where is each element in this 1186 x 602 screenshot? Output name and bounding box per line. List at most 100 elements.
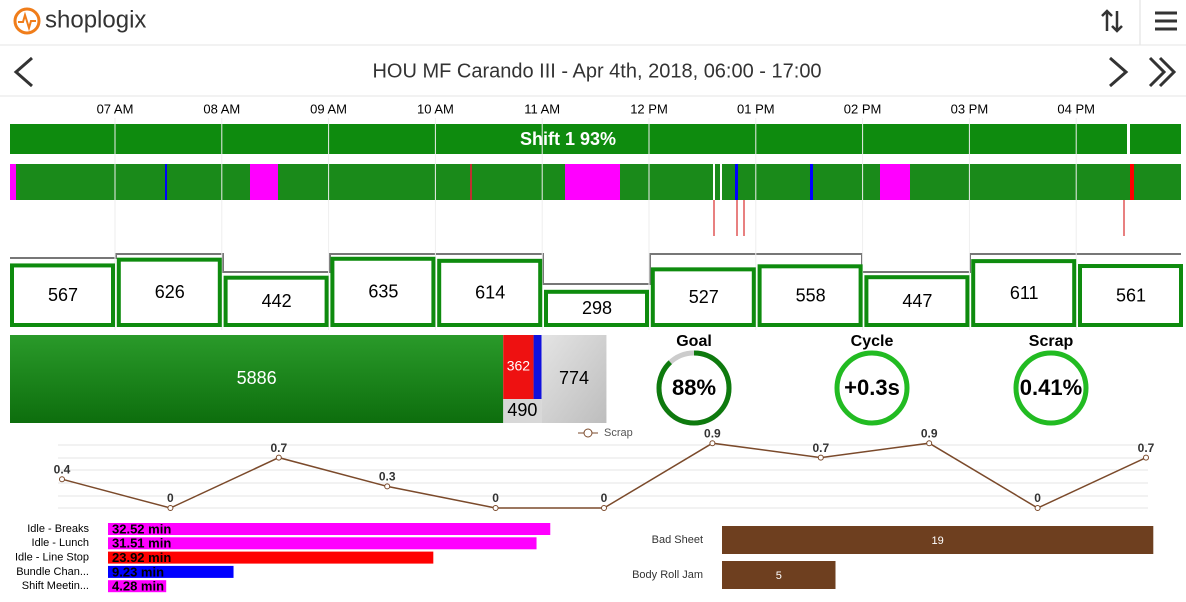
downtime-label: Bundle Chan... [16,566,89,578]
downtime-value: 23.92 min [112,550,171,565]
hour-label: 02 PM [844,101,882,116]
menu-button[interactable] [1155,11,1177,31]
downtime-value: 32.52 min [112,521,171,536]
logo-mark [18,11,36,32]
scrap-point [167,505,174,511]
downtime-label: Idle - Lunch [32,537,89,549]
downtime-label: Idle - Line Stop [15,552,89,564]
scrap-point [275,454,282,461]
scrap-point [1034,505,1041,511]
hour-count-box [330,256,436,327]
scrap-label: 0 [601,491,608,505]
page-title: HOU MF Carando III - Apr 4th, 2018, 06:0… [372,60,821,82]
legend-label: Scrap [604,427,633,439]
gauge-label: Cycle [851,333,894,350]
hour-label: 08 AM [203,101,240,116]
downtime-bar [108,580,167,593]
scrap-label: 0 [1034,491,1041,505]
hour-count: 611 [1010,283,1039,303]
shift-bar [1130,124,1181,154]
target-line [10,253,1181,285]
scrap-point [817,454,824,461]
hour-count-box [116,257,222,328]
gauge-value: 0.41% [1020,375,1082,400]
downtime-label: Shift Meetin... [22,580,89,592]
hour-count: 614 [475,283,505,303]
scrap-point [1143,454,1149,461]
hour-count-box [437,258,543,327]
scrap-point [384,483,391,490]
scrap-value: 490 [507,400,537,420]
hour-count: 635 [368,282,398,302]
downtime-value: 31.51 min [112,536,171,551]
scrap-label: 0.7 [812,441,829,455]
hour-count-box [971,259,1077,328]
logo [13,7,41,35]
reject-label: Body Roll Jam [632,569,703,581]
gauge-value: +0.3s [844,375,900,400]
downtime-value: 4.28 min [112,579,164,594]
remaining-bar [541,335,607,423]
downtime-bar [108,523,551,535]
good-value: 5886 [237,368,277,388]
next-button[interactable] [1109,56,1129,88]
downtime-bar [108,551,434,564]
reject-bar [722,526,1154,554]
scrap-label: 0.7 [1138,441,1155,455]
hour-label: 04 PM [1057,101,1095,116]
hour-count-box [1078,264,1183,328]
reject-value: 19 [932,535,944,547]
hour-label: 10 AM [417,101,454,116]
reject-value: 5 [776,570,782,582]
scrap-label: 0.9 [704,426,721,440]
scrap-label: 0.9 [921,426,938,440]
hour-count-box [650,267,756,328]
scrap-label: 0.7 [270,441,287,455]
hour-count-box [544,289,649,327]
scrap-point [926,440,933,447]
hour-label: 09 AM [310,101,347,116]
hour-count-box [757,264,863,328]
scrap-bar [503,399,542,423]
rejected-bar [503,335,534,399]
gauge-ring [1013,350,1089,426]
legend-marker [583,428,593,438]
scrap-point [709,440,716,447]
hour-count: 447 [902,291,932,311]
label-clip: Idle - Breaks Idle - Lunch Idle - Line Sto… [15,523,89,592]
hour-label: 07 AM [97,101,134,116]
hour-count: 558 [796,285,826,305]
scrap-label: 0 [167,491,174,505]
hour-count-box [223,275,329,327]
shift-bar [10,124,1127,154]
hour-count: 298 [582,298,612,318]
scrap-point [601,505,607,511]
hour-count-box [864,275,970,327]
hour-count: 567 [48,285,78,305]
gauge-ring [834,350,910,426]
scrap-label: 0.3 [379,470,396,484]
prev-button[interactable] [13,56,33,88]
hour-count: 527 [689,287,719,307]
gauge-label: Scrap [1029,333,1074,350]
gauge-label: Goal [676,333,712,350]
sort-button[interactable] [1101,9,1123,33]
downtime-bar [108,565,234,578]
last-button[interactable] [1148,56,1177,88]
downtime-label: Idle - Breaks [27,523,89,535]
hour-label: 01 PM [737,101,775,116]
brand: shoplogix [45,6,146,33]
gauge-value: 88% [672,375,716,400]
hour-label: 03 PM [951,101,989,116]
state-strip [10,164,1181,236]
hour-count: 626 [155,282,185,302]
other-bar [533,335,542,399]
rejected-value: 362 [507,358,531,374]
scrap-label: 0 [492,491,499,505]
gauge-arc [656,350,732,426]
scrap-point [59,476,65,483]
remaining-value: 774 [559,368,589,388]
hour-count: 561 [1116,285,1146,305]
hour-count: 442 [262,291,292,311]
